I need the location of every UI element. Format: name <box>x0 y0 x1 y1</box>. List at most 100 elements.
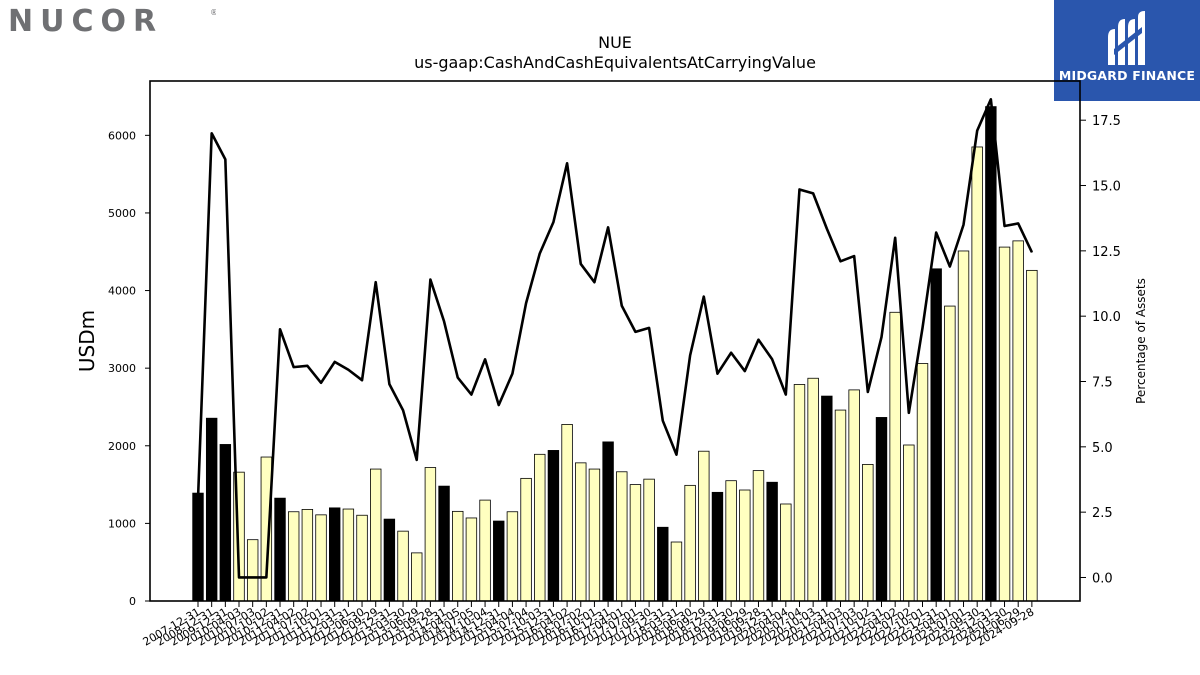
pct-point-2019-09-28 <box>757 339 760 341</box>
bar-2021-07-03 <box>848 389 860 602</box>
y2-tick-label: 0.0 <box>1092 571 1113 586</box>
pct-point-2018-09-29 <box>703 295 705 298</box>
bar-2011-10-01 <box>315 514 327 602</box>
bar-2024-03-30 <box>998 246 1011 602</box>
midgard-finance-wordmark: MIDGARD FINANCE <box>1058 68 1196 83</box>
bar-2022-12-31 <box>930 268 942 602</box>
pct-point-2014-07-05 <box>470 393 472 396</box>
x-axis: 2007-12-312008-12-312009-12-312010-04-03… <box>141 601 1036 649</box>
pct-point-2017-04-01 <box>621 305 623 307</box>
pct-point-2012-12-31 <box>388 383 390 385</box>
pct-point-2012-09-29 <box>375 281 377 283</box>
pct-point-2011-04-02 <box>293 366 295 368</box>
bar-2017-09-30 <box>643 478 655 602</box>
bar-2013-12-31 <box>438 485 450 602</box>
bar-2016-12-31 <box>602 441 614 602</box>
pct-point-2010-07-03 <box>252 576 254 579</box>
bar-2012-06-30 <box>356 514 368 602</box>
pct-point-2011-07-02 <box>306 365 308 367</box>
bar-2020-07-04 <box>793 384 806 602</box>
pct-point-2016-12-31 <box>607 226 609 228</box>
bar-2010-12-31 <box>274 497 286 602</box>
y2-tick-label: 10.0 <box>1092 310 1121 325</box>
bar-series <box>192 106 1038 602</box>
bar-2011-12-31 <box>328 507 341 602</box>
pct-point-2021-12-31 <box>880 336 883 338</box>
y2-tick-label: 12.5 <box>1092 245 1121 260</box>
pct-point-2021-10-02 <box>867 391 869 393</box>
y2-tick-label: 2.5 <box>1092 506 1113 521</box>
bar-2015-10-03 <box>534 453 546 602</box>
bar-2021-04-03 <box>834 409 847 602</box>
y2-tick-label: 5.0 <box>1092 441 1113 456</box>
pct-point-2016-04-02 <box>566 162 568 164</box>
bar-2011-04-02 <box>287 511 300 602</box>
pct-point-2016-10-01 <box>593 281 596 283</box>
pct-point-2019-12-31 <box>771 358 773 360</box>
bar-2013-06-29 <box>411 552 423 602</box>
pct-point-2017-09-30 <box>648 327 650 329</box>
pct-point-2015-12-31 <box>552 221 555 223</box>
pct-point-2022-12-31 <box>935 231 937 234</box>
pct-assets-series-line <box>196 97 1034 579</box>
pct-point-2010-04-03 <box>238 576 240 579</box>
bar-2018-09-29 <box>698 450 710 602</box>
bar-2020-04-04 <box>780 503 792 602</box>
bar-2022-10-01 <box>916 363 929 602</box>
bar-2012-12-31 <box>383 518 396 602</box>
y-tick-label: 6000 <box>108 129 136 142</box>
pct-point-2023-04-01 <box>949 265 951 268</box>
nucor-logo: NUCOR ® <box>6 4 218 39</box>
bar-2020-12-31 <box>821 395 833 602</box>
y2-tick-label: 15.0 <box>1092 180 1121 195</box>
bar-2014-12-31 <box>493 520 505 602</box>
bar-2018-03-31 <box>670 541 683 602</box>
svg-text:®: ® <box>210 8 216 17</box>
pct-point-2010-10-02 <box>265 576 267 579</box>
bar-2021-12-31 <box>875 417 888 602</box>
pct-point-2020-04-04 <box>785 393 787 396</box>
bar-2017-07-01 <box>629 484 642 602</box>
bar-2008-12-31 <box>205 417 218 602</box>
pct-point-2023-07-01 <box>962 224 965 226</box>
pct-point-2019-03-30 <box>730 352 732 354</box>
bar-2019-03-30 <box>725 480 737 602</box>
chart-subtitle: us-gaap:CashAndCashEquivalentsAtCarrying… <box>414 53 816 72</box>
pct-point-2014-04-05 <box>457 376 459 379</box>
pct-assets-line <box>196 97 1034 579</box>
pct-point-2010-12-31 <box>279 328 281 330</box>
pct-point-2023-12-31 <box>990 98 992 100</box>
pct-point-2015-10-03 <box>539 252 541 255</box>
y-tick-label: 3000 <box>108 362 136 375</box>
bar-2023-07-01 <box>957 250 970 602</box>
bar-2016-10-01 <box>588 468 601 602</box>
bar-2016-07-02 <box>575 462 587 602</box>
y-tick-label: 0 <box>129 595 136 608</box>
y2-tick-label: 17.5 <box>1092 114 1121 129</box>
pct-point-2012-06-30 <box>361 379 363 381</box>
pct-point-2022-04-02 <box>894 237 896 239</box>
pct-point-2024-03-30 <box>1003 225 1006 227</box>
bar-2012-03-31 <box>342 508 355 602</box>
pct-point-2020-07-04 <box>798 188 801 191</box>
bar-2019-09-28 <box>752 470 765 602</box>
plot-frame <box>149 80 1081 602</box>
left-axis: 0 1000 2000 3000 4000 5000 6000 <box>108 129 150 608</box>
bar-2016-04-02 <box>561 424 573 602</box>
pct-point-2022-10-01 <box>921 327 924 329</box>
pct-point-2013-03-30 <box>402 409 404 411</box>
pct-point-2011-12-31 <box>334 361 336 363</box>
bar-2017-04-01 <box>616 471 628 602</box>
pct-point-2017-12-31 <box>662 420 664 422</box>
bar-2014-10-04 <box>479 499 491 602</box>
bar-2015-04-04 <box>506 511 519 602</box>
midgard-mark-icon <box>1108 11 1145 65</box>
bar-2014-04-05 <box>452 510 464 602</box>
pct-point-2020-10-03 <box>812 192 814 194</box>
pct-point-2023-09-30 <box>976 130 978 132</box>
bar-2024-09-28 <box>1026 269 1038 602</box>
bar-2018-06-30 <box>684 484 696 602</box>
pct-point-2021-04-03 <box>839 260 842 262</box>
pct-point-2013-06-29 <box>416 459 418 461</box>
pct-point-2011-10-01 <box>320 382 322 384</box>
